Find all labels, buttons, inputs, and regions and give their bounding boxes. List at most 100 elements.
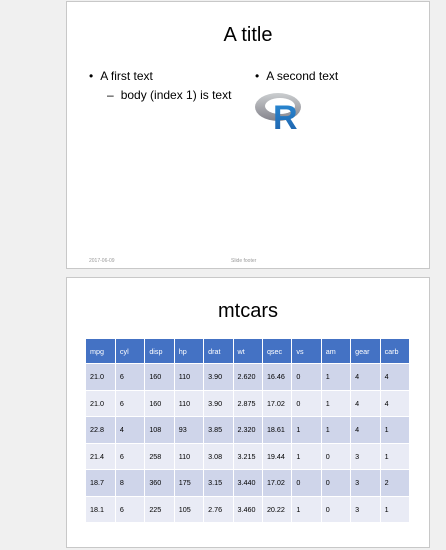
table-row: 21.4 6 258 110 3.08 3.215 19.44 1 0 3 1: [86, 442, 411, 470]
column-header-hp: hp: [174, 339, 205, 364]
table-cell-cyl: 6: [115, 442, 146, 470]
table-cell-gear: 3: [350, 442, 381, 470]
column-header-gear: gear: [350, 339, 381, 364]
table-cell-mpg: 22.8: [86, 416, 116, 443]
table-cell-disp: 360: [144, 469, 175, 496]
table-cell-gear: 4: [350, 389, 381, 417]
slide-title: mtcars: [218, 300, 278, 322]
footer-text: Slide footer: [231, 258, 257, 264]
bullet-marker: •: [89, 69, 94, 83]
table-cell-gear: 3: [350, 495, 381, 522]
table-row: 18.7 8 360 175 3.15 3.440 17.02 0 0 3 2: [86, 469, 411, 496]
table-cell-hp: 93: [174, 416, 205, 443]
table-cell-drat: 3.90: [203, 389, 234, 417]
table-cell-vs: 1: [291, 416, 322, 443]
table-cell-carb: 4: [380, 363, 411, 390]
table-row: 21.0 6 160 110 3.90 2.620 16.46 0 1 4 4: [86, 363, 411, 390]
table-cell-disp: 160: [144, 389, 175, 417]
left-sub-bullet: – body (index 1) is text: [107, 88, 231, 102]
table-cell-am: 1: [321, 389, 352, 417]
mtcars-table: mpg cyl disp hp drat wt qsec vs am gear carb 21.0 6…: [86, 339, 411, 522]
right-bullet-text: A second text: [266, 69, 339, 83]
table-cell-vs: 1: [291, 442, 322, 470]
column-header-drat: drat: [203, 339, 234, 364]
table-cell-qsec: 18.61: [262, 416, 293, 443]
column-header-mpg: mpg: [86, 339, 116, 364]
column-header-wt: wt: [233, 339, 263, 364]
bullet-marker: •: [255, 69, 260, 83]
table-cell-cyl: 6: [115, 389, 146, 417]
table-cell-qsec: 17.02: [262, 389, 293, 417]
table-cell-gear: 4: [350, 416, 381, 443]
table-cell-vs: 1: [291, 495, 322, 522]
table-cell-wt: 2.875: [233, 389, 263, 417]
table-cell-wt: 2.620: [233, 363, 263, 390]
table-cell-hp: 110: [174, 389, 205, 417]
table-cell-carb: 1: [380, 442, 411, 470]
column-header-carb: carb: [380, 339, 411, 364]
table-cell-drat: 3.90: [203, 363, 234, 390]
table-cell-hp: 105: [174, 495, 205, 522]
table-cell-hp: 110: [174, 363, 205, 390]
table-cell-wt: 2.320: [233, 416, 263, 443]
table-cell-vs: 0: [291, 469, 322, 496]
table-cell-am: 0: [321, 442, 352, 470]
table-cell-qsec: 20.22: [262, 495, 293, 522]
table-cell-hp: 110: [174, 442, 205, 470]
table-cell-am: 0: [321, 469, 352, 496]
table-cell-mpg: 21.0: [86, 389, 116, 417]
table-header-row: mpg cyl disp hp drat wt qsec vs am gear carb: [86, 339, 411, 364]
left-bullet: • A first text: [89, 69, 153, 83]
table-cell-disp: 108: [144, 416, 175, 443]
table-cell-disp: 225: [144, 495, 175, 522]
table-cell-disp: 258: [144, 442, 175, 470]
table-cell-cyl: 8: [115, 469, 146, 496]
table-cell-am: 1: [321, 363, 352, 390]
slide-1[interactable]: A title • A first text – body (index 1) is…: [66, 1, 430, 269]
table-cell-am: 1: [321, 416, 352, 443]
table-cell-wt: 3.460: [233, 495, 263, 522]
table-cell-qsec: 16.46: [262, 363, 293, 390]
column-header-vs: vs: [291, 339, 322, 364]
table-cell-drat: 2.76: [203, 495, 234, 522]
table-cell-qsec: 19.44: [262, 442, 293, 470]
table-cell-vs: 0: [291, 389, 322, 417]
table-cell-mpg: 21.0: [86, 363, 116, 390]
table-cell-gear: 4: [350, 363, 381, 390]
table-cell-gear: 3: [350, 469, 381, 496]
table-cell-cyl: 6: [115, 363, 146, 390]
left-sub-bullet-text: body (index 1) is text: [120, 88, 232, 102]
table-row: 18.1 6 225 105 2.76 3.460 20.22 1 0 3 1: [86, 495, 411, 522]
r-logo-image: R: [255, 93, 301, 131]
column-header-qsec: qsec: [262, 339, 293, 364]
slide-title: A title: [223, 24, 273, 46]
sub-bullet-marker: –: [107, 88, 114, 102]
table-cell-carb: 1: [380, 416, 411, 443]
r-logo-letter: R: [273, 99, 298, 131]
table-cell-carb: 2: [380, 469, 411, 496]
table-cell-mpg: 18.7: [86, 469, 116, 496]
table-cell-mpg: 21.4: [86, 442, 116, 470]
left-bullet-text: A first text: [100, 69, 153, 83]
slide-2[interactable]: mtcars mpg cyl disp hp drat wt qsec vs am gear car…: [66, 277, 430, 548]
table-cell-cyl: 4: [115, 416, 146, 443]
table-cell-disp: 160: [144, 363, 175, 390]
table-cell-mpg: 18.1: [86, 495, 116, 522]
table-cell-carb: 1: [380, 495, 411, 522]
footer-date: 2017-06-09: [89, 258, 115, 264]
table-row: 21.0 6 160 110 3.90 2.875 17.02 0 1 4 4: [86, 389, 411, 417]
right-bullet: • A second text: [255, 69, 338, 83]
table-cell-qsec: 17.02: [262, 469, 293, 496]
table-cell-drat: 3.85: [203, 416, 234, 443]
column-header-am: am: [321, 339, 352, 364]
table-cell-drat: 3.15: [203, 469, 234, 496]
table-cell-wt: 3.440: [233, 469, 263, 496]
table-cell-hp: 175: [174, 469, 205, 496]
table-cell-cyl: 6: [115, 495, 146, 522]
column-header-cyl: cyl: [115, 339, 146, 364]
table-cell-drat: 3.08: [203, 442, 234, 470]
table-row: 22.8 4 108 93 3.85 2.320 18.61 1 1 4 1: [86, 416, 411, 443]
table-cell-wt: 3.215: [233, 442, 263, 470]
column-header-disp: disp: [144, 339, 175, 364]
table-cell-vs: 0: [291, 363, 322, 390]
